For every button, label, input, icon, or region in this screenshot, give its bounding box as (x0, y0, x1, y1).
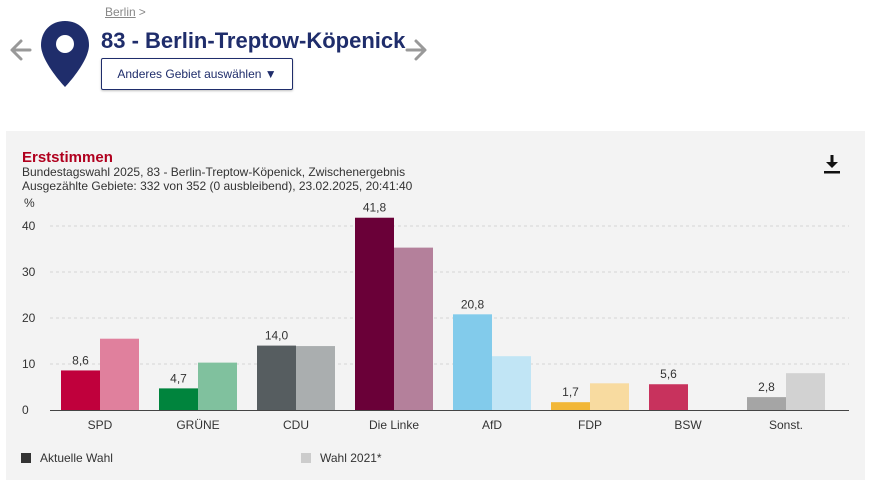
data-label-grüne: 4,7 (170, 371, 187, 385)
bar-2021-sonst- (786, 373, 825, 410)
chart-card: Erststimmen Bundestagswahl 2025, 83 - Be… (6, 131, 865, 480)
data-label-die-linke: 41,8 (363, 201, 387, 215)
breadcrumb-link-berlin[interactable]: Berlin (105, 5, 136, 19)
legend-item-2021: Wahl 2021* (301, 451, 382, 465)
bar-current-spd (61, 370, 100, 410)
select-area-button[interactable]: Anderes Gebiet auswählen ▼ (101, 58, 293, 90)
bar-chart: % 0 10 20 30 40 8,6 SPD 4,7 GRÜNE 14,0 CDU 41,8 Die L… (22, 196, 849, 432)
bar-current-sonst- (747, 397, 786, 410)
x-tick-label-fdp: FDP (578, 418, 602, 432)
x-tick-label-bsw: BSW (674, 418, 702, 432)
data-label-fdp: 1,7 (562, 385, 579, 399)
chart-subtitle-line-2: Ausgezählte Gebiete: 332 von 352 (0 ausb… (22, 179, 413, 193)
bar-current-die-linke (355, 217, 394, 410)
bar-2021-afd (492, 356, 531, 410)
x-tick-label-cdu: CDU (283, 418, 309, 432)
x-tick-label-spd: SPD (88, 418, 113, 432)
chart-subtitle-line-1: Bundestagswahl 2025, 83 - Berlin-Treptow… (22, 165, 406, 179)
arrow-right-icon[interactable] (403, 36, 429, 64)
x-tick-label-grüne: GRÜNE (176, 418, 219, 432)
x-tick-label-afd: AfD (482, 418, 502, 432)
y-tick-label-20: 20 (22, 311, 36, 325)
y-tick-label-30: 30 (22, 265, 36, 279)
bar-current-fdp (551, 402, 590, 410)
breadcrumb: Berlin > (105, 5, 146, 19)
bar-2021-cdu (296, 346, 335, 410)
legend-label-2021: Wahl 2021* (320, 451, 382, 465)
bar-2021-fdp (590, 383, 629, 410)
legend-label-current: Aktuelle Wahl (40, 451, 113, 465)
map-pin-icon (41, 21, 89, 87)
y-tick-label-0: 0 (22, 403, 29, 417)
breadcrumb-separator: > (138, 5, 146, 19)
arrow-left-icon[interactable] (8, 36, 34, 64)
chart-title: Erststimmen (22, 149, 113, 166)
y-tick-label-10: 10 (22, 357, 36, 371)
data-label-sonst-: 2,8 (758, 380, 775, 394)
data-label-spd: 8,6 (72, 353, 89, 367)
legend-swatch-current (21, 453, 31, 463)
data-label-bsw: 5,6 (660, 367, 677, 381)
download-icon[interactable] (822, 153, 842, 175)
bar-current-cdu (257, 345, 296, 410)
data-label-afd: 20,8 (461, 297, 485, 311)
y-tick-label-40: 40 (22, 219, 36, 233)
data-label-cdu: 14,0 (265, 329, 289, 343)
bar-current-afd (453, 314, 492, 410)
x-tick-label-die-linke: Die Linke (369, 418, 419, 432)
bar-current-grüne (159, 388, 198, 410)
x-tick-label-sonst-: Sonst. (769, 418, 803, 432)
bar-2021-spd (100, 338, 139, 410)
bar-2021-die-linke (394, 247, 433, 410)
legend-item-current: Aktuelle Wahl (21, 451, 113, 465)
legend-swatch-2021 (301, 453, 311, 463)
page-title: 83 - Berlin-Treptow-Köpenick (101, 28, 406, 53)
bar-current-bsw (649, 384, 688, 410)
y-axis-label: % (24, 196, 35, 210)
bar-2021-grüne (198, 362, 237, 410)
